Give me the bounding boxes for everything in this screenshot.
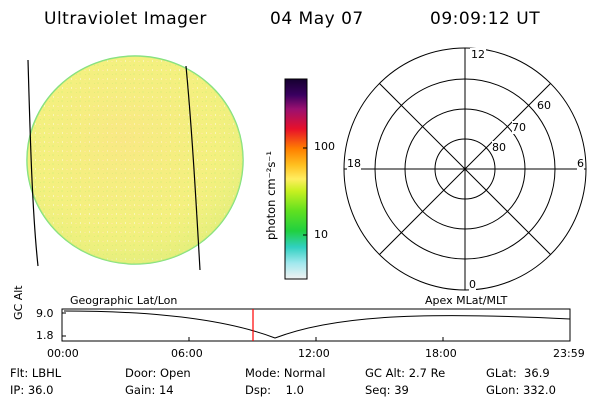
colorbar bbox=[284, 78, 308, 280]
glat-readout: GLat: 36.9 bbox=[486, 366, 550, 380]
time-tick-label: 23:59 bbox=[553, 347, 585, 360]
glon-readout: GLon: 332.0 bbox=[486, 383, 556, 397]
door-readout: Door: Open bbox=[125, 366, 191, 380]
colorbar-tick-label: 100 bbox=[314, 140, 335, 153]
time-tick-label: 12:00 bbox=[298, 347, 330, 360]
meridian-line bbox=[27, 59, 39, 267]
uv-disk-image bbox=[26, 55, 244, 271]
mlt-label-12: 12 bbox=[470, 48, 486, 61]
altitude-tick-high: 9.0 bbox=[36, 307, 54, 320]
lat-label-60: 60 bbox=[537, 99, 551, 112]
left-panel-label: Geographic Lat/Lon bbox=[70, 294, 178, 307]
seq-readout: Seq: 39 bbox=[365, 383, 409, 397]
altitude-plot bbox=[61, 308, 571, 342]
right-panel-label: Apex MLat/MLT bbox=[425, 294, 508, 307]
colorbar-tick-label: 10 bbox=[314, 228, 328, 241]
mlt-label-18: 18 bbox=[347, 157, 361, 170]
lat-label-70: 70 bbox=[512, 121, 526, 134]
observation-date: 04 May 07 bbox=[270, 9, 364, 29]
gc-alt-readout: GC Alt: 2.7 Re bbox=[365, 366, 446, 380]
mlt-label-0: 0 bbox=[469, 278, 476, 291]
time-tick-label: 06:00 bbox=[171, 347, 203, 360]
instrument-title: Ultraviolet Imager bbox=[44, 9, 207, 29]
dsp-readout: Dsp: 1.0 bbox=[245, 383, 304, 397]
mode-readout: Mode: Normal bbox=[245, 366, 326, 380]
altitude-tick-low: 1.8 bbox=[36, 329, 54, 342]
lat-label-80: 80 bbox=[492, 141, 506, 154]
altitude-curve bbox=[63, 310, 571, 339]
meridian-line bbox=[185, 65, 201, 271]
ip-readout: IP: 36.0 bbox=[10, 383, 54, 397]
colorbar-unit-label: photon cm⁻²s⁻¹ bbox=[264, 151, 278, 240]
altitude-axis-label: GC Alt bbox=[12, 285, 25, 320]
observation-time: 09:09:12 UT bbox=[430, 9, 541, 29]
gain-readout: Gain: 14 bbox=[125, 383, 174, 397]
polar-grid bbox=[343, 47, 587, 291]
time-tick-label: 00:00 bbox=[47, 347, 79, 360]
mlt-label-6: 6 bbox=[577, 157, 584, 170]
filter-readout: Flt: LBHL bbox=[10, 366, 62, 380]
time-tick-label: 18:00 bbox=[425, 347, 457, 360]
